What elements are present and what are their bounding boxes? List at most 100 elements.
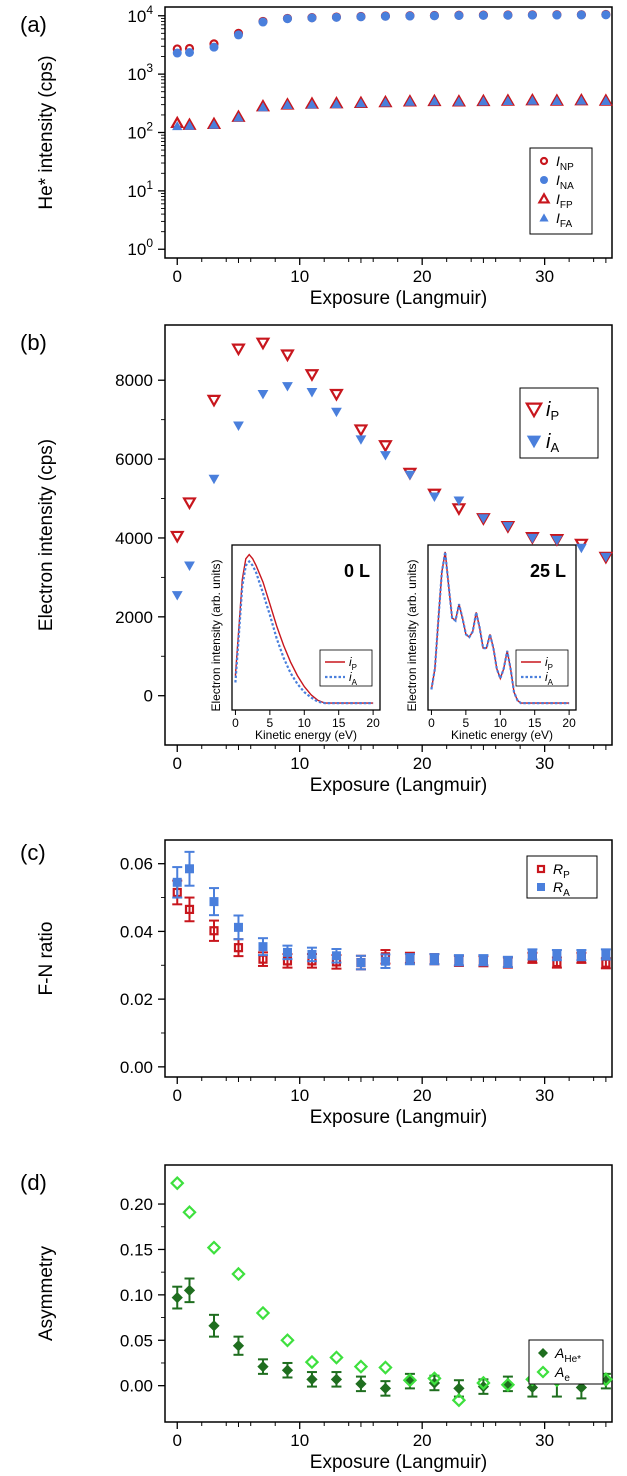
series-3 (172, 95, 612, 131)
legend-sub: NA (560, 181, 574, 192)
data-point (233, 112, 244, 122)
inset-legend-label: iA (545, 670, 554, 687)
y-axis-label: Asymmetry (36, 1246, 57, 1342)
data-point (233, 922, 243, 932)
inset-x-tick-label: 0 (428, 716, 435, 730)
y-tick-label: 0.00 (120, 1377, 153, 1396)
data-point (453, 1382, 465, 1395)
data-point (257, 1360, 269, 1373)
inset-legend-main: i (545, 670, 548, 684)
inset-legend-label: iP (349, 655, 357, 672)
panel-letter: (b) (20, 330, 47, 355)
inset-legend-main: i (349, 670, 352, 684)
inset-title: 25 L (530, 561, 566, 581)
data-point (330, 1373, 343, 1385)
data-point (576, 10, 586, 20)
y-tick-mantissa: 10 (127, 240, 146, 259)
inset-y-label: Electron intensity (arb. units) (209, 559, 223, 711)
panel-letter: (d) (20, 1170, 47, 1195)
data-point (231, 343, 246, 357)
legend-label: INA (556, 172, 574, 192)
y-tick-label: 0.04 (120, 922, 153, 941)
inset-x-tick-label: 15 (332, 716, 346, 730)
inset-x-label: Kinetic energy (eV) (255, 728, 357, 742)
y-tick-exponent: 0 (146, 236, 153, 250)
inset-legend-sub: A (352, 678, 358, 687)
data-point (575, 1381, 588, 1394)
data-point (380, 11, 390, 21)
y-tick-label: 102 (127, 120, 153, 143)
data-point (329, 1350, 344, 1365)
data-point (576, 950, 586, 960)
x-tick-label: 20 (413, 1086, 432, 1105)
y-tick-label: 0.06 (120, 855, 153, 874)
x-tick-label: 20 (413, 754, 432, 773)
inset-legend-sub: P (548, 663, 553, 672)
y-tick-label: 103 (127, 61, 153, 84)
y-tick-label: 0.02 (120, 990, 153, 1009)
y-tick-label: 2000 (115, 608, 153, 627)
data-point (356, 12, 366, 22)
inset-legend-main: i (545, 655, 548, 669)
data-point (380, 451, 391, 461)
y-tick-label: 0.10 (120, 1286, 153, 1305)
data-point (233, 943, 244, 953)
legend-label: AHe* (554, 1345, 581, 1365)
x-tick-label: 0 (173, 754, 182, 773)
data-point (232, 1340, 245, 1352)
y-axis-label: He* intensity (cps) (36, 55, 57, 209)
inset-x-tick-label: 20 (562, 716, 576, 730)
data-point (257, 102, 269, 112)
data-point (172, 121, 183, 131)
y-tick-mantissa: 10 (127, 182, 146, 201)
inset-1: 0 5 10 15 20 Kinetic energy (eV) Electron inte… (405, 544, 577, 742)
data-point (600, 95, 612, 105)
panel-2: (c) 0 10 20 30 Exposure (Langmuir) 0.00 0.02 0.0… (20, 839, 613, 1128)
data-point (601, 10, 611, 20)
series-1 (172, 850, 611, 971)
legend-sub: P (550, 408, 559, 423)
data-point (258, 17, 268, 27)
x-tick-label: 30 (535, 267, 554, 286)
inset-legend-box (515, 649, 569, 687)
data-point (329, 388, 344, 402)
data-point (551, 535, 563, 546)
data-point (502, 522, 514, 532)
y-axis-label: F-N ratio (36, 922, 57, 996)
panel-3: (d) 0 10 20 30 Exposure (Langmuir) 0.00 0.05 0.1… (20, 1164, 614, 1473)
data-point (356, 958, 366, 968)
data-point (184, 904, 195, 915)
y-axis-label: Electron intensity (cps) (36, 439, 57, 631)
data-point (453, 496, 465, 506)
data-point (601, 949, 611, 959)
legend-sub: He* (564, 1354, 581, 1365)
legend-sub: NP (560, 162, 574, 173)
data-point (304, 369, 320, 382)
data-point (307, 949, 317, 959)
data-point (306, 99, 318, 109)
data-point (280, 349, 295, 363)
x-tick-label: 0 (173, 1431, 182, 1450)
x-axis-label: Exposure (Langmuir) (310, 288, 487, 309)
legend-label: IFP (556, 191, 573, 211)
data-point (208, 1320, 220, 1332)
data-point (209, 42, 219, 52)
data-point (380, 956, 390, 966)
data-point (551, 95, 563, 105)
legend-marker (537, 883, 545, 891)
plot-frame (164, 324, 613, 746)
legend-label: Ae (554, 1364, 570, 1384)
data-point (405, 954, 415, 964)
legend-label: IFA (556, 210, 572, 230)
y-tick-label: 104 (127, 3, 153, 26)
inset-x-tick-label: 10 (494, 716, 508, 730)
panel-letter: (a) (20, 12, 47, 37)
inset-x-tick-label: 15 (528, 716, 542, 730)
data-point (453, 96, 465, 106)
data-point (282, 14, 292, 24)
data-point (306, 387, 318, 398)
data-point (552, 950, 562, 960)
data-point (429, 954, 439, 964)
legend-label: RA (553, 879, 570, 899)
